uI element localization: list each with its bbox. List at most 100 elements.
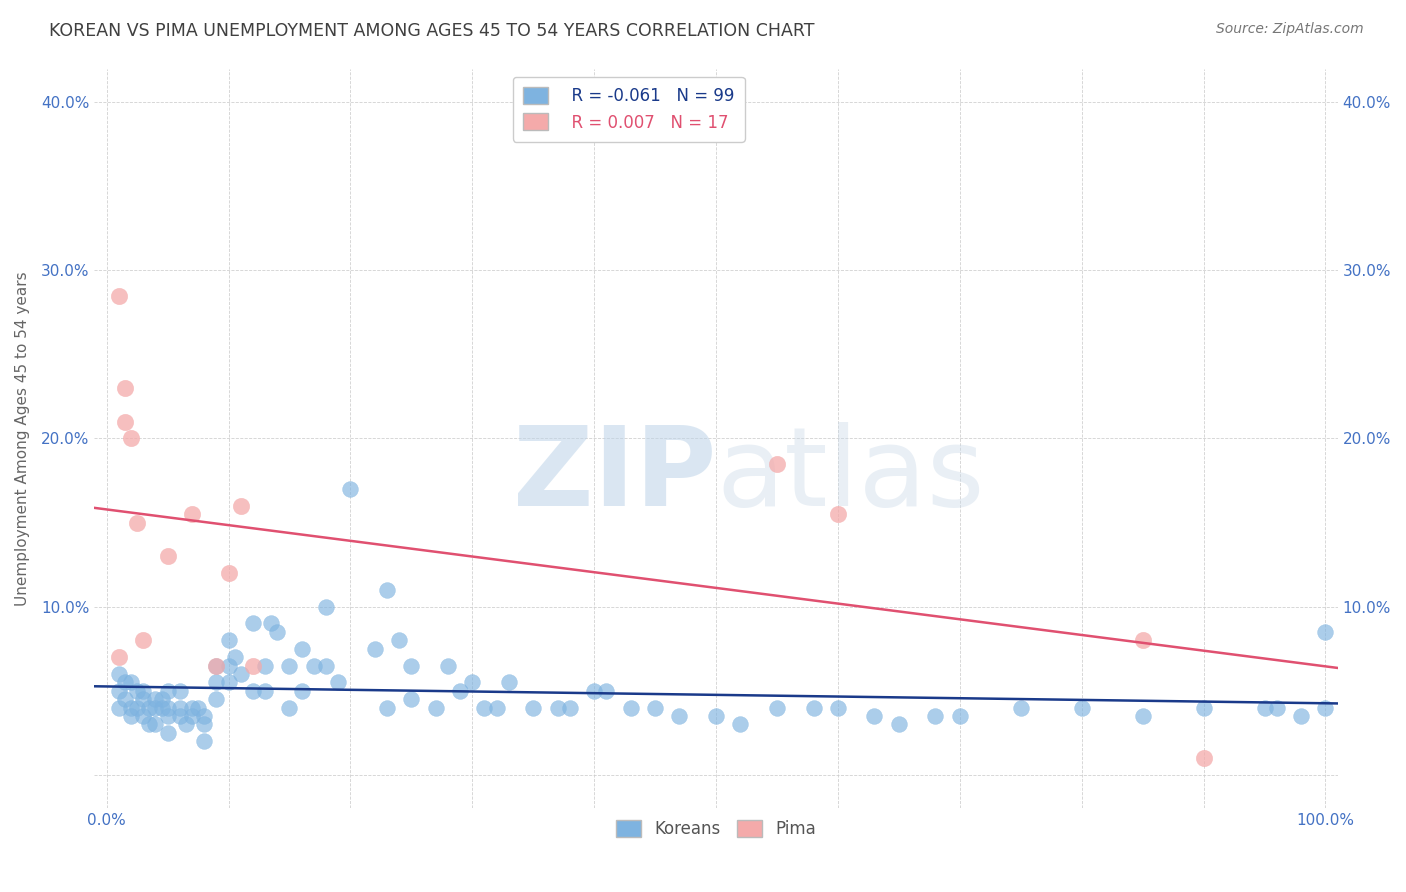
Point [254,683,277,698]
Point [218,633,240,648]
Point [375,700,398,714]
Point [145,717,167,731]
Point [1192,700,1215,714]
Point [730,717,752,731]
Point [138,717,160,731]
Point [1289,709,1312,723]
Point [132,709,155,723]
Point [498,675,520,690]
Point [181,700,204,714]
Point [449,683,471,698]
Point [127,516,149,530]
Point [302,658,325,673]
Point [187,700,209,714]
Point [1265,700,1288,714]
Point [108,683,131,698]
Point [108,288,131,302]
Point [181,709,204,723]
Point [704,709,727,723]
Point [145,700,167,714]
Point [315,599,337,614]
Point [1253,700,1275,714]
Point [1315,700,1337,714]
Point [401,658,423,673]
Point [150,700,173,714]
Point [229,667,252,681]
Point [437,658,460,673]
Point [260,616,283,631]
Point [1132,709,1154,723]
Point [291,683,314,698]
Point [1070,700,1092,714]
Point [114,381,136,395]
Point [229,499,252,513]
Point [547,700,569,714]
Point [949,709,972,723]
Point [461,675,484,690]
Point [205,675,228,690]
Point [150,692,173,706]
Text: atlas: atlas [716,422,984,529]
Text: KOREAN VS PIMA UNEMPLOYMENT AMONG AGES 45 TO 54 YEARS CORRELATION CHART: KOREAN VS PIMA UNEMPLOYMENT AMONG AGES 4… [49,22,814,40]
Point [863,709,886,723]
Point [205,658,228,673]
Point [138,700,160,714]
Point [339,482,361,496]
Point [242,683,264,698]
Point [127,700,149,714]
Point [1315,624,1337,639]
Point [205,692,228,706]
Point [401,692,423,706]
Point [132,683,155,698]
Point [169,683,191,698]
Point [156,725,179,739]
Point [205,658,228,673]
Point [583,683,606,698]
Point [108,700,131,714]
Point [485,700,508,714]
Point [328,675,350,690]
Point [127,683,149,698]
Point [156,709,179,723]
Point [766,700,789,714]
Point [218,566,240,580]
Point [278,658,301,673]
Point [114,415,136,429]
Point [474,700,496,714]
Point [169,700,191,714]
Point [254,658,277,673]
Point [827,507,849,521]
Point [803,700,825,714]
Point [291,641,314,656]
Text: Source: ZipAtlas.com: Source: ZipAtlas.com [1216,22,1364,37]
Point [266,624,288,639]
Point [595,683,617,698]
Point [156,683,179,698]
Point [132,633,155,648]
Point [388,633,411,648]
Point [1010,700,1032,714]
Point [1192,751,1215,765]
Point [174,717,197,731]
Point [145,692,167,706]
Point [108,650,131,665]
Point [1132,633,1154,648]
Point [181,507,204,521]
Point [120,700,142,714]
Point [120,709,142,723]
Point [120,675,142,690]
Point [766,457,789,471]
Point [315,658,337,673]
Point [114,675,136,690]
Point [827,700,849,714]
Point [364,641,387,656]
Point [522,700,544,714]
Point [193,734,215,748]
Point [924,709,946,723]
Point [156,700,179,714]
Point [644,700,666,714]
Point [425,700,447,714]
Point [224,650,246,665]
Point [218,675,240,690]
Point [120,432,142,446]
